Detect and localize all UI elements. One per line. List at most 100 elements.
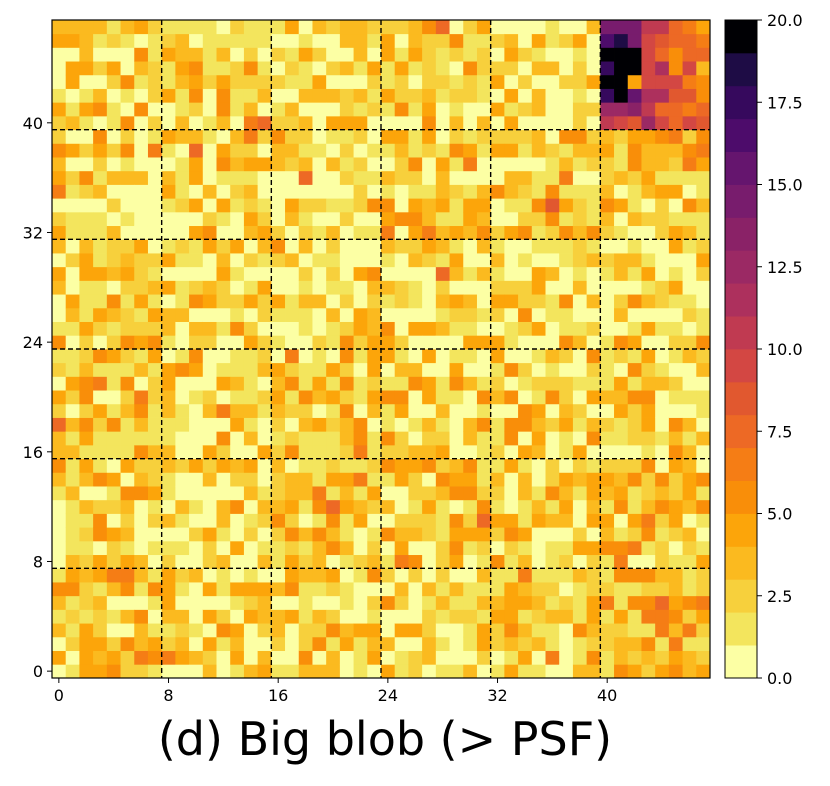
heatmap-cell	[339, 20, 354, 35]
heatmap-cell	[93, 403, 108, 418]
heatmap-cell	[243, 225, 259, 240]
heatmap-cell	[614, 157, 629, 172]
heatmap-cell	[93, 170, 108, 185]
heatmap-cell	[614, 321, 629, 336]
heatmap-cell	[257, 266, 272, 281]
heatmap-cell	[394, 582, 409, 597]
heatmap-cell	[641, 102, 656, 117]
heatmap-cell	[559, 431, 574, 446]
heatmap-cell	[476, 349, 492, 364]
heatmap-cell	[463, 568, 478, 583]
heatmap-cell	[641, 554, 656, 569]
heatmap-cell	[586, 307, 601, 322]
heatmap-cell	[202, 61, 217, 76]
heatmap-cell	[408, 444, 423, 460]
heatmap-cell	[381, 403, 396, 418]
heatmap-cell	[298, 664, 313, 679]
heatmap-cell	[134, 211, 149, 227]
heatmap-cell	[189, 472, 204, 487]
heatmap-cell	[600, 307, 615, 322]
heatmap-cell	[518, 47, 533, 62]
heatmap-cell	[216, 253, 231, 268]
heatmap-cell	[586, 540, 601, 556]
heatmap-cell	[367, 376, 382, 391]
heatmap-cell	[65, 61, 80, 76]
heatmap-cell	[545, 225, 560, 240]
heatmap-cell	[476, 47, 492, 62]
heatmap-cell	[312, 115, 327, 131]
heatmap-cell	[394, 362, 409, 377]
heatmap-cell	[271, 129, 286, 144]
heatmap-cell	[504, 458, 519, 473]
y-tick-label: 40	[23, 114, 43, 133]
heatmap-cell	[326, 513, 341, 528]
heatmap-cell	[120, 349, 135, 364]
heatmap-cell	[627, 417, 642, 432]
heatmap-cell	[93, 458, 108, 473]
x-tick-label: 32	[487, 686, 507, 705]
heatmap-cell	[298, 115, 313, 131]
heatmap-cell	[559, 362, 574, 377]
heatmap-cell	[545, 349, 560, 364]
heatmap-cell	[449, 157, 464, 172]
heatmap-cell	[161, 198, 176, 213]
heatmap-cell	[600, 390, 615, 405]
heatmap-cell	[463, 157, 478, 172]
heatmap-cell	[435, 198, 450, 213]
heatmap-cell	[655, 623, 670, 638]
heatmap-cell	[326, 211, 341, 227]
heatmap-cell	[189, 253, 204, 268]
heatmap-cell	[161, 362, 176, 377]
heatmap-cell	[230, 115, 245, 131]
heatmap-cell	[271, 294, 286, 309]
heatmap-cell	[52, 129, 67, 144]
heatmap-cell	[600, 143, 615, 158]
heatmap-cell	[230, 307, 245, 322]
heatmap-cell	[257, 225, 272, 240]
heatmap-cell	[65, 225, 80, 240]
heatmap-cell	[79, 47, 94, 62]
heatmap-cell	[559, 266, 574, 281]
heatmap-cell	[682, 198, 697, 213]
heatmap-cell	[285, 349, 300, 364]
heatmap-cell	[504, 88, 519, 103]
heatmap-cell	[545, 74, 560, 89]
heatmap-cell	[449, 74, 464, 89]
heatmap-cell	[367, 253, 382, 268]
heatmap-cell	[572, 143, 588, 158]
heatmap-cell	[614, 513, 629, 528]
heatmap-cell	[230, 225, 245, 240]
heatmap-cell	[476, 431, 492, 446]
heatmap-cell	[696, 417, 711, 432]
heatmap-cell	[257, 390, 272, 405]
heatmap-cell	[189, 444, 204, 460]
heatmap-cell	[216, 198, 231, 213]
heatmap-cell	[243, 499, 259, 514]
heatmap-cell	[339, 664, 354, 679]
heatmap-cell	[490, 88, 505, 103]
heatmap-cell	[668, 74, 683, 89]
heatmap-cell	[394, 335, 409, 350]
heatmap-cell	[463, 362, 478, 377]
heatmap-cell	[367, 184, 382, 199]
heatmap-cell	[545, 335, 560, 350]
heatmap-cell	[285, 390, 300, 405]
heatmap-cell	[422, 664, 437, 679]
heatmap-cell	[326, 664, 341, 679]
colorbar-swatch	[725, 612, 757, 646]
heatmap-cell	[668, 61, 683, 76]
heatmap-cell	[271, 307, 286, 322]
heatmap-cell	[106, 115, 121, 131]
heatmap-cell	[216, 280, 231, 295]
heatmap-cell	[134, 143, 149, 158]
heatmap-cell	[641, 582, 656, 597]
heatmap-cell	[312, 568, 327, 583]
heatmap-cell	[202, 74, 217, 89]
heatmap-cell	[175, 664, 190, 679]
heatmap-cell	[394, 527, 409, 542]
heatmap-cell	[175, 650, 190, 665]
heatmap-cell	[271, 61, 286, 76]
heatmap-cell	[52, 568, 67, 583]
heatmap-cell	[490, 664, 505, 679]
heatmap-cell	[216, 390, 231, 405]
